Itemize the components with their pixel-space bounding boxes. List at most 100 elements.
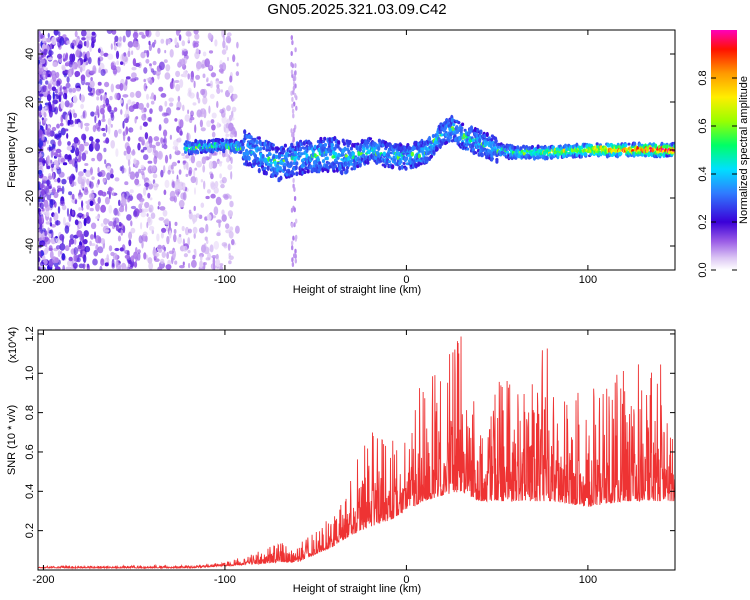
noise-blob — [211, 254, 217, 259]
noise-blob — [47, 32, 50, 39]
noise-blob — [146, 254, 149, 261]
noise-blob — [174, 37, 178, 46]
noise-blob — [38, 37, 41, 42]
signal-cell — [435, 146, 439, 152]
noise-blob — [168, 220, 171, 229]
noise-blob — [39, 59, 46, 65]
noise-blob — [210, 263, 216, 270]
noise-blob — [53, 159, 59, 166]
noise-blob — [98, 69, 101, 73]
signal-cell — [342, 141, 346, 146]
noise-blob — [190, 76, 195, 83]
noise-blob — [82, 263, 86, 270]
noise-blob — [182, 160, 187, 164]
noise-blob — [68, 242, 71, 248]
signal-cell — [455, 129, 460, 134]
signal-cell — [271, 143, 275, 147]
noise-blob — [89, 70, 96, 74]
noise-blob — [210, 193, 216, 199]
signal-cell — [399, 160, 403, 164]
noise-blob — [95, 203, 100, 212]
noise-blob — [69, 234, 75, 240]
signal-cell — [279, 175, 283, 181]
signal-cell — [292, 172, 296, 176]
noise-blob — [188, 263, 191, 269]
noise-blob — [161, 244, 166, 250]
signal-cell — [304, 166, 308, 171]
noise-blob — [144, 201, 150, 209]
signal-cell — [271, 146, 275, 151]
signal-cell — [268, 152, 272, 156]
noise-blob — [55, 148, 62, 154]
noise-blob — [213, 206, 219, 216]
signal-cell — [419, 162, 423, 166]
noise-blob — [181, 50, 184, 56]
signal-cell — [438, 131, 442, 135]
y-tick-label: 0.8 — [24, 405, 36, 420]
noise-blob — [94, 115, 97, 124]
noise-blob — [121, 165, 125, 174]
noise-blob — [114, 35, 119, 42]
noise-blob — [51, 143, 56, 149]
noise-blob — [99, 265, 103, 270]
signal-cell — [444, 133, 448, 137]
signal-cell — [545, 155, 549, 161]
signal-cell — [278, 167, 282, 171]
noise-blob — [157, 150, 163, 160]
noise-blob — [130, 128, 134, 133]
noise-blob — [46, 156, 50, 165]
noise-blob — [45, 80, 49, 85]
noise-blob — [66, 208, 70, 217]
noise-blob — [57, 177, 61, 183]
signal-cell — [241, 142, 245, 147]
noise-blob — [140, 149, 145, 153]
streak-blob — [295, 95, 298, 101]
snr-y-axis-label: SNR (10 * v/v) — [6, 405, 18, 475]
noise-blob — [219, 80, 224, 84]
noise-blob — [83, 254, 87, 263]
noise-blob — [199, 255, 203, 262]
noise-blob — [64, 54, 68, 61]
noise-blob — [192, 102, 197, 106]
noise-blob — [155, 141, 161, 147]
signal-cell — [478, 137, 482, 144]
noise-blob — [195, 48, 200, 55]
signal-cell — [269, 161, 273, 165]
signal-cell — [246, 150, 250, 156]
noise-blob — [206, 239, 209, 245]
noise-blob — [75, 87, 81, 92]
signal-cell — [536, 144, 540, 150]
noise-blob — [97, 190, 104, 196]
signal-cell — [247, 155, 251, 161]
signal-cell — [340, 170, 344, 176]
noise-blob — [94, 142, 101, 152]
noise-blob — [195, 213, 200, 218]
noise-blob — [120, 61, 124, 65]
signal-cell — [455, 125, 459, 129]
noise-blob — [228, 85, 234, 94]
noise-blob — [127, 50, 131, 58]
noise-blob — [85, 40, 90, 48]
colorbar-tick-label: 0.6 — [697, 118, 709, 133]
noise-blob — [86, 203, 90, 210]
signal-cell — [292, 161, 296, 165]
noise-blob — [152, 179, 156, 185]
noise-blob — [106, 165, 112, 172]
noise-blob — [74, 30, 78, 38]
y-tick-label: 0.2 — [24, 523, 36, 538]
signal-cell — [654, 143, 658, 149]
signal-cell — [312, 164, 316, 168]
streak-blob — [293, 207, 296, 213]
streak-blob — [291, 63, 294, 69]
noise-blob — [202, 73, 206, 79]
noise-blob — [177, 137, 182, 143]
noise-blob — [182, 70, 188, 78]
streak-blob — [290, 207, 294, 213]
noise-blob — [204, 58, 210, 68]
signal-cell — [262, 146, 266, 151]
noise-blob — [111, 258, 115, 268]
noise-blob — [133, 158, 137, 165]
noise-blob — [50, 159, 53, 164]
noise-blob — [206, 120, 211, 128]
